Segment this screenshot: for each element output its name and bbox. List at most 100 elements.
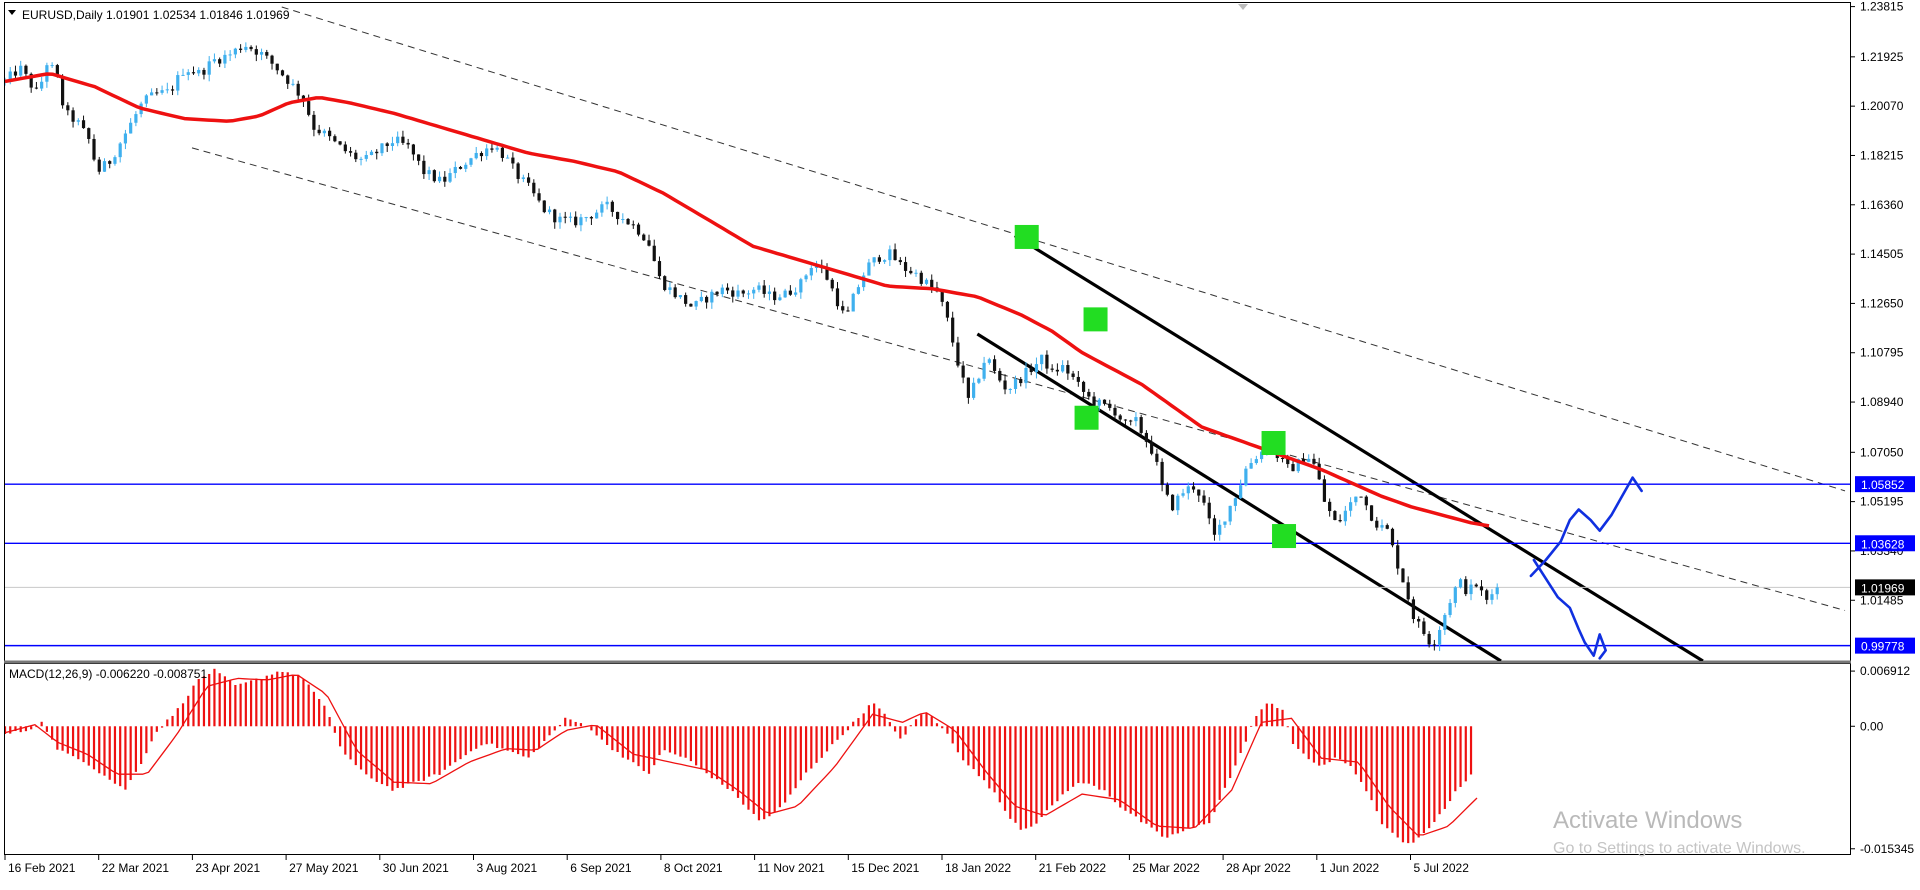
bull-candle	[1458, 579, 1463, 588]
forecast-drawings[interactable]	[1529, 476, 1643, 660]
solid-trend-line[interactable]	[1013, 234, 1704, 661]
bearish-scenario-drawing[interactable]	[1532, 558, 1607, 660]
bear-candle	[574, 216, 578, 226]
macd-bar	[1344, 726, 1347, 764]
pivot-markers[interactable]	[1014, 224, 1297, 549]
macd-bar	[443, 726, 446, 770]
macd-bar	[768, 726, 771, 817]
bull-candle	[694, 301, 698, 307]
bull-candle	[223, 54, 227, 64]
bear-candle	[1123, 419, 1128, 421]
horizontal-levels[interactable]	[5, 483, 1850, 647]
macd-bar	[407, 726, 410, 784]
price-tick-label: 1.01485	[1860, 593, 1904, 607]
macd-bar	[773, 726, 776, 812]
symbol-menu-icon[interactable]	[8, 10, 16, 15]
price-axis: 1.23815 1.21925 1.20070 1.18215 1.16360 1.145…	[1850, 0, 1915, 856]
macd-bar	[427, 726, 431, 777]
dashed-channel-line[interactable]	[191, 147, 1846, 611]
bear-candle	[715, 291, 719, 295]
shift-marker-icon[interactable]	[1238, 4, 1248, 10]
bear-candle	[417, 154, 421, 161]
bear-candle	[825, 268, 829, 280]
macd-bar	[433, 726, 436, 775]
bull-candle	[134, 114, 138, 123]
macd-bar	[1265, 703, 1268, 727]
bear-candle	[97, 159, 101, 172]
bull-candle	[233, 48, 237, 55]
macd-bar	[558, 724, 562, 727]
bull-candle	[359, 158, 363, 160]
bull-candle	[469, 158, 473, 165]
bull-candle	[767, 291, 772, 294]
bear-candle	[1055, 369, 1059, 372]
bear-candle	[1369, 505, 1374, 521]
macd-bar	[56, 726, 59, 750]
macd-bar	[1155, 726, 1158, 832]
bear-candle	[286, 75, 290, 84]
bull-candle	[76, 120, 80, 122]
price-tick-label: 1.05195	[1860, 495, 1904, 509]
bull-candle	[521, 177, 525, 179]
macd-bar	[736, 726, 740, 798]
macd-bar	[1307, 726, 1310, 760]
bull-candle	[621, 218, 625, 220]
bull-candle	[1249, 463, 1253, 469]
bull-candle	[605, 201, 609, 205]
macd-bar	[1459, 726, 1462, 787]
macd-bar	[51, 726, 54, 740]
macd-bar	[511, 726, 514, 753]
bull-candle	[186, 72, 190, 75]
macd-bar	[1202, 726, 1206, 825]
macd-bar	[820, 726, 823, 758]
bull-candle	[977, 378, 981, 383]
macd-bar	[422, 726, 425, 781]
macd-bar	[244, 682, 247, 727]
bullish-scenario-drawing[interactable]	[1529, 476, 1643, 578]
bull-candle	[1448, 602, 1452, 615]
bear-candle	[626, 218, 630, 225]
macd-bar	[689, 726, 692, 762]
bear-candle	[432, 170, 436, 182]
macd-indicator	[5, 668, 1478, 844]
macd-bar	[1082, 726, 1085, 784]
macd-bar	[1454, 726, 1457, 792]
dashed-channel-line[interactable]	[281, 6, 1846, 492]
bull-candle	[1495, 587, 1499, 595]
bull-candle	[364, 155, 368, 159]
macd-bar	[187, 695, 190, 727]
macd-bar	[653, 726, 656, 766]
bear-candle	[1150, 441, 1154, 454]
pivot-marker[interactable]	[1074, 405, 1099, 430]
macd-bar	[668, 726, 672, 753]
macd-bar	[276, 671, 279, 727]
macd-bar	[1166, 726, 1169, 838]
macd-tick-label: -0.015345	[1860, 842, 1914, 856]
macd-bar	[1229, 726, 1232, 779]
pivot-marker[interactable]	[1083, 307, 1108, 332]
macd-bar	[129, 726, 132, 781]
bull-candle	[464, 164, 468, 169]
bear-candle	[998, 370, 1002, 381]
bull-candle	[720, 287, 724, 295]
macd-bar	[328, 717, 331, 727]
macd-bar	[956, 726, 960, 753]
bear-candle	[841, 306, 845, 311]
macd-bar	[757, 726, 761, 821]
macd-bar	[606, 726, 609, 745]
bear-candle	[526, 177, 531, 183]
macd-bar	[1359, 726, 1363, 782]
bear-candle	[516, 163, 520, 179]
macd-bar	[1239, 726, 1242, 753]
bull-candle	[1244, 468, 1248, 486]
bear-candle	[249, 46, 253, 50]
pivot-marker[interactable]	[1272, 524, 1297, 549]
pivot-marker[interactable]	[1014, 224, 1039, 249]
bear-candle	[1422, 621, 1426, 634]
pivot-marker[interactable]	[1261, 430, 1286, 455]
price-tick-label: 1.10795	[1860, 346, 1904, 360]
bear-candle	[631, 224, 635, 226]
macd-bar	[213, 668, 216, 727]
macd-bar	[1040, 726, 1043, 817]
